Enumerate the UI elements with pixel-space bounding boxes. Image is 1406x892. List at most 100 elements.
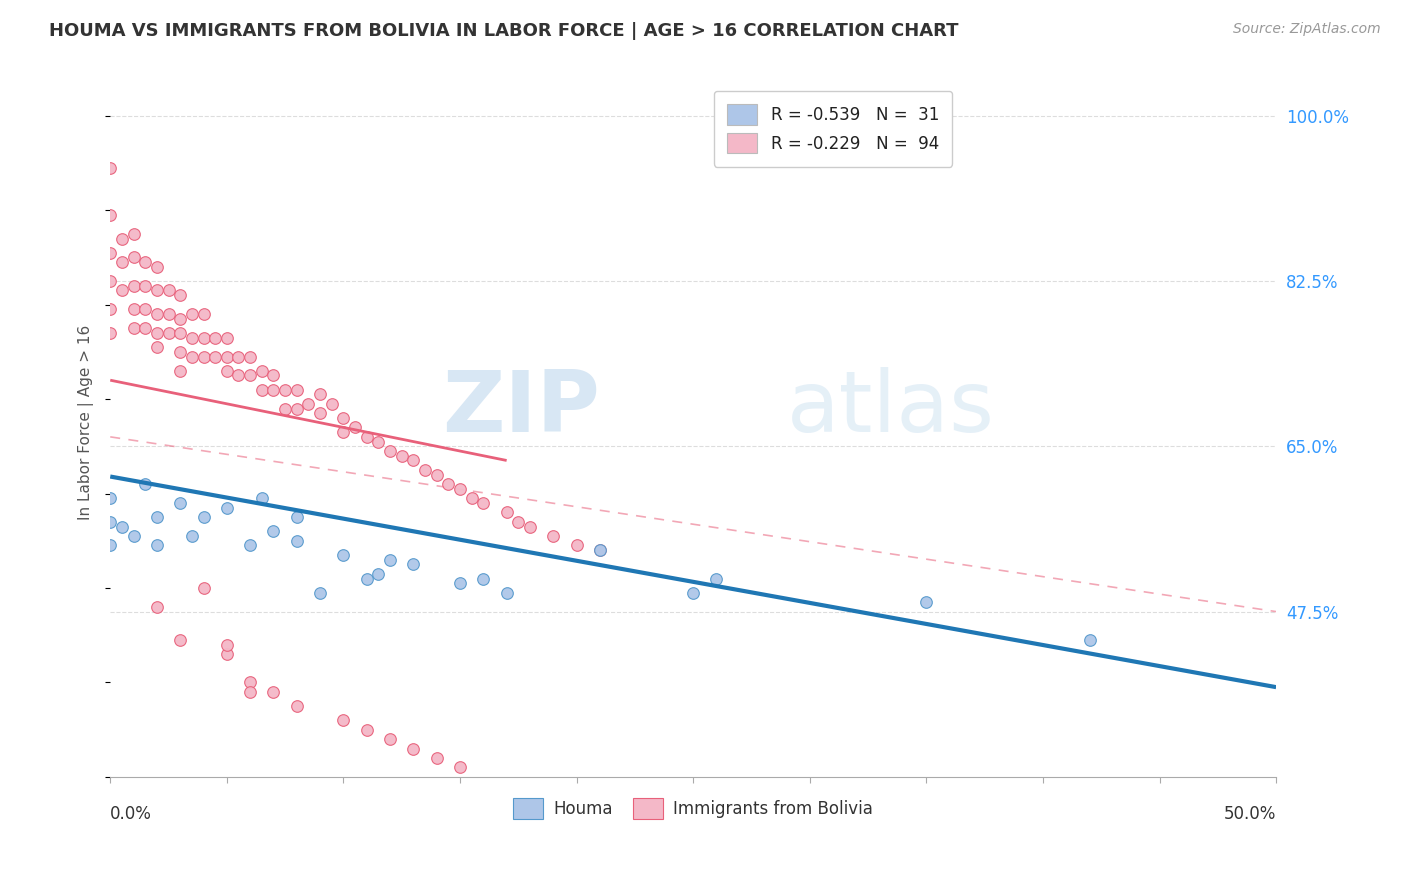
Text: atlas: atlas bbox=[786, 367, 994, 450]
Point bbox=[321, 397, 343, 411]
Point bbox=[215, 331, 238, 345]
Point bbox=[250, 383, 273, 397]
Point bbox=[495, 505, 517, 519]
Point bbox=[98, 274, 121, 288]
Point bbox=[367, 434, 389, 449]
Text: HOUMA VS IMMIGRANTS FROM BOLIVIA IN LABOR FORCE | AGE > 16 CORRELATION CHART: HOUMA VS IMMIGRANTS FROM BOLIVIA IN LABO… bbox=[49, 22, 959, 40]
Text: 50.0%: 50.0% bbox=[1223, 805, 1277, 823]
Point bbox=[169, 311, 191, 326]
Point bbox=[297, 397, 319, 411]
Point bbox=[239, 675, 262, 690]
Point bbox=[543, 529, 565, 543]
Point bbox=[134, 278, 156, 293]
Point bbox=[111, 255, 134, 269]
Point bbox=[134, 302, 156, 317]
Point bbox=[215, 364, 238, 378]
Point bbox=[228, 350, 250, 364]
Point bbox=[98, 245, 121, 260]
Point bbox=[215, 647, 238, 661]
Point bbox=[472, 572, 495, 586]
Point bbox=[111, 231, 134, 245]
Point bbox=[146, 599, 169, 614]
Point bbox=[378, 444, 401, 458]
Point bbox=[309, 585, 332, 599]
Point bbox=[426, 467, 449, 482]
Point bbox=[146, 307, 169, 321]
Point bbox=[169, 326, 191, 340]
Point bbox=[98, 491, 121, 506]
Text: ZIP: ZIP bbox=[441, 367, 600, 450]
Point bbox=[262, 368, 284, 383]
Point bbox=[274, 383, 297, 397]
Point bbox=[146, 340, 169, 354]
Point bbox=[309, 406, 332, 420]
Point bbox=[146, 510, 169, 524]
Point bbox=[169, 496, 191, 510]
Point bbox=[239, 368, 262, 383]
Point bbox=[193, 510, 215, 524]
Point bbox=[98, 539, 121, 553]
Point bbox=[134, 477, 156, 491]
Y-axis label: In Labor Force | Age > 16: In Labor Force | Age > 16 bbox=[79, 325, 94, 520]
Point bbox=[449, 760, 471, 774]
Point bbox=[169, 364, 191, 378]
Point bbox=[193, 350, 215, 364]
Point bbox=[285, 533, 308, 548]
Point bbox=[98, 515, 121, 529]
Point bbox=[391, 449, 413, 463]
Point bbox=[204, 350, 226, 364]
Point bbox=[378, 732, 401, 747]
Point bbox=[146, 539, 169, 553]
Point bbox=[565, 539, 588, 553]
Point bbox=[402, 741, 425, 756]
Point bbox=[98, 326, 121, 340]
Point bbox=[367, 566, 389, 581]
Point bbox=[122, 529, 145, 543]
Legend: Houma, Immigrants from Bolivia: Houma, Immigrants from Bolivia bbox=[506, 791, 880, 825]
Point bbox=[157, 284, 180, 298]
Text: Source: ZipAtlas.com: Source: ZipAtlas.com bbox=[1233, 22, 1381, 37]
Point bbox=[332, 713, 354, 727]
Point bbox=[437, 477, 460, 491]
Point bbox=[332, 411, 354, 425]
Point bbox=[262, 383, 284, 397]
Point bbox=[239, 685, 262, 699]
Point bbox=[157, 307, 180, 321]
Point bbox=[262, 685, 284, 699]
Point bbox=[98, 208, 121, 222]
Point bbox=[285, 510, 308, 524]
Point bbox=[169, 344, 191, 359]
Point bbox=[285, 401, 308, 416]
Point bbox=[122, 302, 145, 317]
Point bbox=[215, 350, 238, 364]
Point bbox=[122, 251, 145, 265]
Point bbox=[262, 524, 284, 539]
Point bbox=[193, 581, 215, 595]
Point bbox=[449, 576, 471, 591]
Point bbox=[98, 302, 121, 317]
Point bbox=[122, 227, 145, 241]
Point bbox=[215, 500, 238, 515]
Point bbox=[111, 519, 134, 533]
Point bbox=[239, 539, 262, 553]
Point bbox=[146, 260, 169, 274]
Point bbox=[309, 387, 332, 401]
Point bbox=[250, 491, 273, 506]
Point bbox=[180, 307, 202, 321]
Point bbox=[180, 331, 202, 345]
Point bbox=[519, 519, 541, 533]
Point bbox=[134, 321, 156, 335]
Point bbox=[402, 453, 425, 467]
Point bbox=[472, 496, 495, 510]
Point bbox=[589, 543, 612, 558]
Point bbox=[169, 288, 191, 302]
Point bbox=[122, 278, 145, 293]
Point bbox=[495, 585, 517, 599]
Point bbox=[449, 482, 471, 496]
Point bbox=[402, 558, 425, 572]
Point bbox=[157, 326, 180, 340]
Point bbox=[274, 401, 297, 416]
Point bbox=[915, 595, 938, 609]
Point bbox=[356, 572, 378, 586]
Point bbox=[250, 364, 273, 378]
